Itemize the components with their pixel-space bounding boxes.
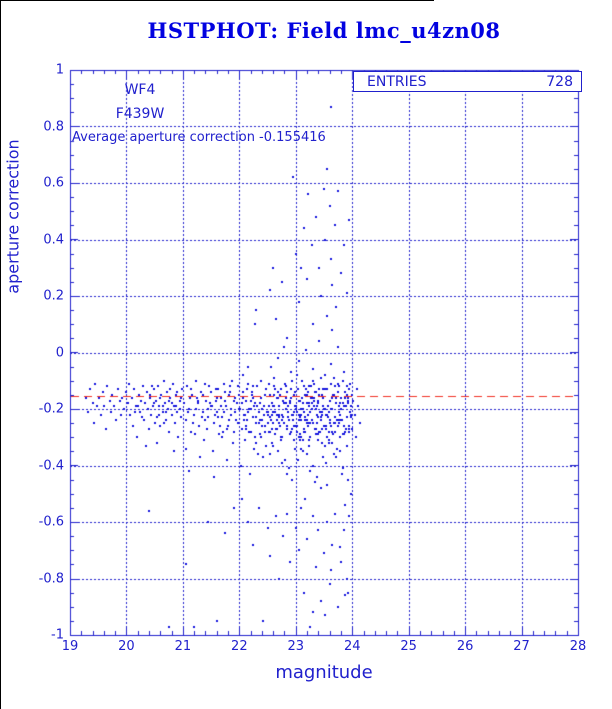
y-tick-label: 0.4 <box>43 232 64 247</box>
camera-label: WF4 <box>124 82 156 98</box>
x-tick-label: 22 <box>231 639 248 654</box>
x-tick-label: 19 <box>61 639 79 654</box>
x-tick-label: 25 <box>400 639 417 654</box>
average-annotation: Average aperture correction -0.155416 <box>72 130 326 145</box>
x-tick-label: 24 <box>343 639 361 654</box>
y-tick-label: 0.8 <box>43 119 64 134</box>
chart-title: HSTPHOT: Field lmc_u4zn08 <box>147 18 501 43</box>
entries-label: ENTRIES <box>367 73 427 90</box>
y-tick-label: 0.2 <box>43 288 64 304</box>
y-tick-label: -0.2 <box>38 401 64 417</box>
window-border-left <box>0 0 1 709</box>
y-tick-label: -1 <box>51 627 64 643</box>
x-tick-label: 21 <box>174 639 192 654</box>
x-tick-label: 27 <box>513 639 530 654</box>
y-tick-label: -0.6 <box>38 514 64 530</box>
y-tick-label: 1 <box>55 62 64 78</box>
x-axis-title: magnitude <box>275 662 373 683</box>
entries-box: ENTRIES 728 <box>353 71 582 92</box>
filter-label: F439W <box>115 106 165 122</box>
x-tick-label: 28 <box>569 639 587 654</box>
x-tick-label: 20 <box>118 639 135 654</box>
y-tick-label: 0.6 <box>43 175 64 191</box>
y-tick-label: -0.8 <box>38 571 64 586</box>
y-tick-label: -0.4 <box>38 458 64 473</box>
x-tick-label: 23 <box>287 639 305 654</box>
entries-value: 728 <box>546 73 573 90</box>
y-tick-label: 0 <box>55 345 64 360</box>
x-tick-label: 26 <box>456 639 474 654</box>
window-border-top <box>0 0 434 1</box>
